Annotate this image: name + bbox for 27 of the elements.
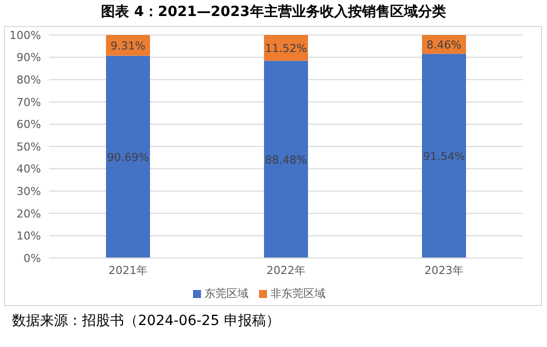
x-tick-label: 2021年 bbox=[108, 264, 148, 277]
y-tick-label: 0% bbox=[24, 252, 41, 265]
legend-label: 东莞区域 bbox=[204, 287, 248, 300]
data-label: 8.46% bbox=[426, 38, 462, 52]
legend-label: 非东莞区域 bbox=[270, 287, 326, 300]
y-tick-label: 90% bbox=[16, 51, 41, 64]
y-tick-label: 60% bbox=[16, 118, 41, 132]
y-tick-label: 50% bbox=[16, 140, 41, 154]
y-tick-label: 40% bbox=[16, 162, 41, 176]
data-label: 9.31% bbox=[110, 39, 146, 52]
data-label: 88.48% bbox=[265, 153, 307, 166]
y-tick-label: 20% bbox=[16, 207, 41, 220]
bar bbox=[106, 56, 150, 258]
data-label: 11.52% bbox=[265, 42, 307, 55]
y-tick-label: 30% bbox=[16, 185, 41, 198]
y-tick-label: 100% bbox=[10, 28, 41, 42]
y-tick-label: 80% bbox=[16, 74, 41, 87]
data-label: 90.69% bbox=[107, 150, 149, 164]
bar bbox=[264, 60, 308, 258]
data-label: 91.54% bbox=[423, 150, 465, 163]
y-tick-label: 10% bbox=[16, 230, 41, 243]
chart-title: 图表 4：2021—2023年主营业务收入按销售区域分类 bbox=[100, 3, 447, 21]
y-tick-label: 70% bbox=[16, 96, 41, 109]
bar bbox=[422, 54, 466, 258]
x-tick-label: 2022年 bbox=[266, 264, 306, 277]
source-note: 数据来源：招股书（2024-06-25 申报稿） bbox=[12, 312, 280, 330]
x-tick-label: 2023年 bbox=[424, 264, 464, 277]
